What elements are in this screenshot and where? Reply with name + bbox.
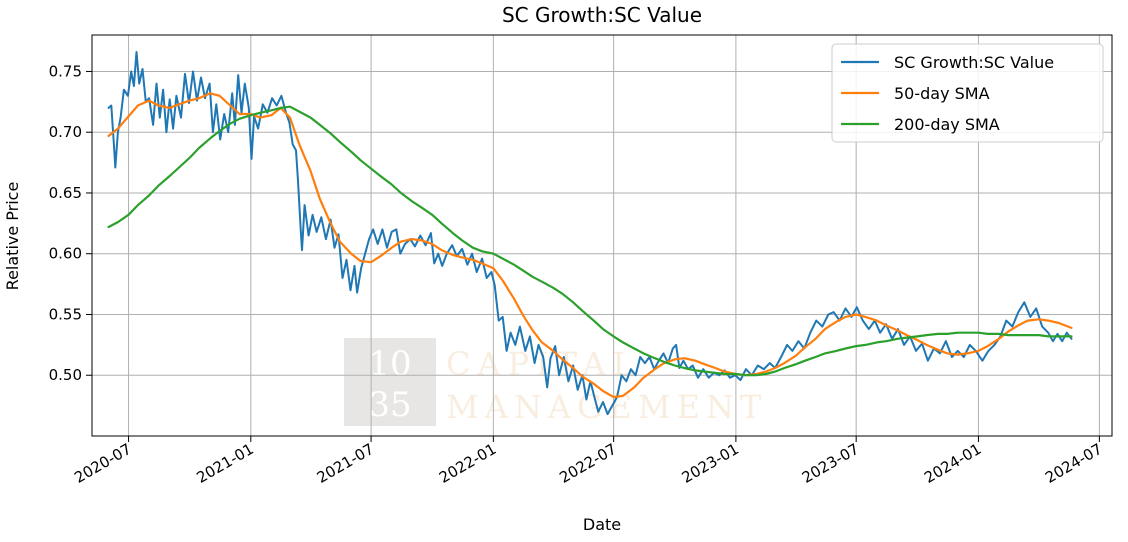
y-tick-label: 0.60 <box>49 245 82 263</box>
x-tick-label: 2020-07 <box>71 440 134 487</box>
x-tick-label: 2022-01 <box>436 440 499 487</box>
y-tick-label: 0.55 <box>49 305 82 323</box>
watermark-logo-box <box>344 338 436 426</box>
y-tick-label: 0.50 <box>49 366 82 384</box>
series-layer <box>107 51 1073 416</box>
legend-label-3: 200-day SMA <box>894 115 1000 134</box>
x-tick-label: 2024-01 <box>921 440 984 487</box>
watermark-logo: 10 35 CAPITAL MANAGEMENT <box>344 338 767 426</box>
y-axis-label: Relative Price <box>3 182 22 291</box>
x-tick-label: 2024-07 <box>1042 440 1105 487</box>
x-tick-label: 2023-01 <box>679 440 742 487</box>
x-tick-label: 2021-07 <box>314 440 377 487</box>
series-line-3 <box>107 105 1073 377</box>
legend-box <box>831 43 1104 143</box>
plot-frame <box>91 34 1113 437</box>
y-axis: 0.50 0.55 0.60 0.65 0.70 0.75 <box>49 62 92 384</box>
watermark-logo-line1: 10 <box>368 344 411 384</box>
x-axis: 2020-07 2021-01 2021-07 2022-01 2022-07 2023-… <box>71 436 1105 487</box>
x-tick-label: 2021-01 <box>194 440 257 487</box>
x-tick-label: 2023-07 <box>799 440 862 487</box>
legend-label-1: SC Growth:SC Value <box>894 53 1054 72</box>
series-line-2 <box>107 92 1073 399</box>
y-tick-label: 0.65 <box>49 184 82 202</box>
x-axis-label: Date <box>583 515 621 534</box>
legend-label-2: 50-day SMA <box>894 84 990 103</box>
y-tick-label: 0.70 <box>49 123 82 141</box>
watermark-word2: MANAGEMENT <box>446 388 767 426</box>
x-tick-label: 2022-07 <box>556 440 619 487</box>
chart-title: SC Growth:SC Value <box>502 3 702 27</box>
watermark-word1: CAPITAL <box>446 345 641 383</box>
legend: SC Growth:SC Value 50-day SMA 200-day SMA <box>831 43 1104 143</box>
y-tick-label: 0.75 <box>49 62 82 80</box>
watermark-logo-line2: 35 <box>368 385 411 425</box>
